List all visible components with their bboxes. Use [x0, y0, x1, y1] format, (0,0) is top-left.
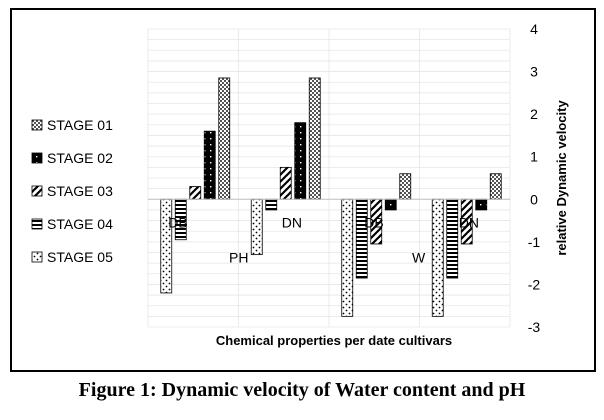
legend-label: STAGE 01: [47, 117, 113, 133]
bar-stage-01: [218, 77, 231, 200]
figure-caption: Figure 1: Dynamic velocity of Water cont…: [78, 379, 526, 401]
bar-stage-01: [308, 77, 321, 200]
bar-stage-05: [341, 198, 354, 317]
y-tick-label: -3: [528, 319, 541, 335]
legend-label: STAGE 03: [47, 183, 113, 199]
group-label: PH: [229, 249, 248, 265]
legend-swatch: [31, 185, 43, 197]
y-tick-label: -2: [528, 276, 541, 292]
category-label: DB: [364, 214, 383, 230]
category-label: DB: [168, 214, 187, 230]
legend-swatch: [31, 119, 43, 131]
bar-stage-01: [489, 173, 502, 200]
bar-stage-02: [294, 122, 307, 200]
x-axis-label: Chemical properties per date cultivars: [216, 333, 452, 348]
y-tick-label: 0: [530, 191, 538, 207]
y-axis-label: relative Dynamic velocity: [554, 100, 569, 256]
category-label: DN: [459, 214, 479, 230]
y-tick-label: -1: [528, 234, 541, 250]
bar-chart: DB DN DB DN PH W 4 3 2 1 0 -1 -2 -3 relative Dynamic v…: [31, 21, 569, 348]
y-tick-label: 1: [530, 149, 538, 165]
bar-stage-04: [355, 198, 368, 279]
bar-stage-02: [475, 198, 488, 211]
legend-swatch: [31, 152, 43, 164]
bar-stage-01: [399, 173, 412, 200]
bar-stage-02: [384, 198, 397, 211]
bar-stage-03: [189, 186, 202, 200]
bar-stage-05: [431, 198, 444, 317]
group-label: W: [412, 249, 426, 265]
bar-stage-04: [446, 198, 459, 279]
y-tick-label: 4: [530, 21, 538, 37]
y-tick-label: 2: [530, 106, 538, 122]
bar-stage-03: [279, 166, 292, 200]
bar-stage-05: [250, 198, 263, 256]
bar-stage-02: [203, 130, 216, 200]
legend-label: STAGE 05: [47, 249, 113, 265]
category-label: DN: [282, 214, 302, 230]
legend-swatch: [31, 251, 43, 263]
bar-stage-04: [265, 198, 278, 211]
legend-swatch: [31, 218, 43, 230]
legend-label: STAGE 02: [47, 150, 113, 166]
legend-label: STAGE 04: [47, 216, 113, 232]
y-tick-label: 3: [530, 64, 538, 80]
